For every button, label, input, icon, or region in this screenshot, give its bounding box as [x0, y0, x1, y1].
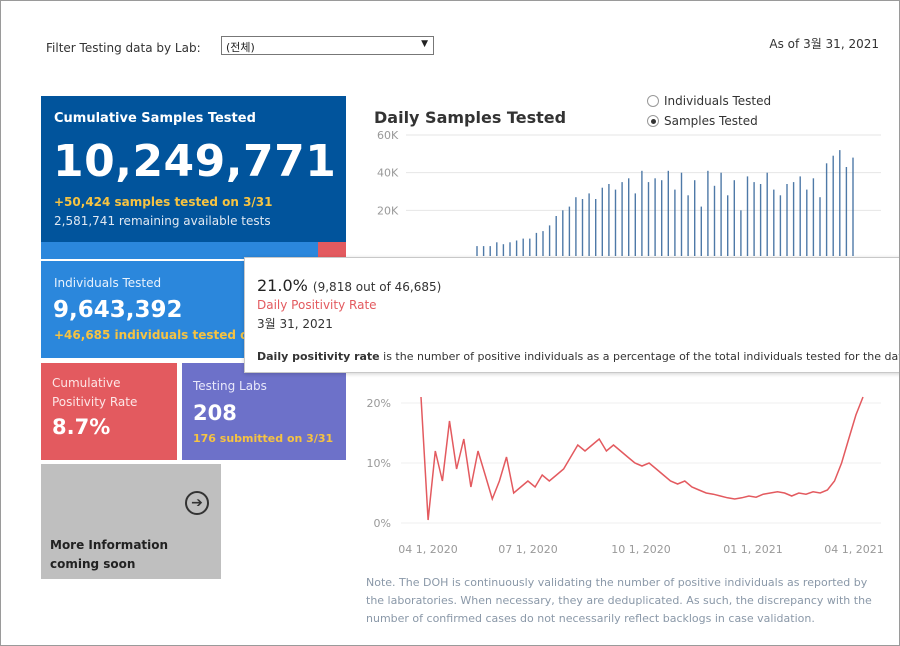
more-information-card[interactable]: ➔ More Information coming soon — [41, 464, 221, 579]
radio-individuals-tested[interactable]: Individuals Tested — [647, 94, 771, 108]
bar-y-tick-label: 20K — [377, 204, 399, 217]
chevron-down-icon: ▼ — [421, 39, 428, 49]
line-x-tick-label: 01 1, 2021 — [723, 543, 782, 556]
cumulative-samples-card: Cumulative Samples Tested 10,249,771 +50… — [41, 96, 346, 246]
cumulative-samples-value: 10,249,771 — [53, 136, 337, 187]
line-y-tick-label: 0% — [374, 517, 391, 530]
tooltip-label: Daily Positivity Rate — [257, 298, 377, 312]
lab-filter-dropdown[interactable]: (전체) ▼ — [221, 36, 434, 55]
filter-label: Filter Testing data by Lab: — [46, 41, 201, 55]
radio-label-individuals: Individuals Tested — [664, 94, 772, 108]
line-x-tick-label: 04 1, 2021 — [824, 543, 883, 556]
radio-samples-tested[interactable]: Samples Tested — [647, 114, 758, 128]
as-of-date: As of 3월 31, 2021 — [769, 37, 879, 51]
positivity-rate-card: Cumulative Positivity Rate 8.7% — [41, 363, 177, 460]
lab-filter-value: (전체) — [226, 41, 255, 54]
red-strip — [318, 242, 346, 259]
tooltip-rate: 21.0% — [257, 276, 308, 295]
line-x-tick-label: 04 1, 2020 — [398, 543, 457, 556]
chart-title: Daily Samples Tested — [374, 108, 567, 127]
individuals-tested-value: 9,643,392 — [53, 297, 183, 323]
line-x-tick-label: 10 1, 2020 — [611, 543, 670, 556]
tooltip-description: Daily positivity rate is the number of p… — [257, 350, 900, 363]
line-y-tick-label: 20% — [367, 397, 391, 410]
blue-strip — [41, 242, 318, 259]
testing-labs-card: Testing Labs 208 176 submitted on 3/31 — [182, 363, 346, 460]
tooltip-desc-bold: Daily positivity rate — [257, 350, 380, 363]
testing-labs-title: Testing Labs — [193, 379, 267, 393]
testing-labs-value: 208 — [193, 401, 237, 425]
samples-tested-today: +50,424 samples tested on 3/31 — [54, 195, 273, 209]
positivity-rate-value: 8.7% — [52, 415, 111, 439]
tooltip-desc-rest: is the number of positive individuals as… — [379, 350, 900, 363]
cumulative-samples-title: Cumulative Samples Tested — [54, 111, 256, 126]
line-y-tick-label: 10% — [367, 457, 391, 470]
note-text: Note. The DOH is continuously validating… — [366, 576, 872, 625]
tooltip-date: 3월 31, 2021 — [257, 317, 333, 331]
labs-submitted: 176 submitted on 3/31 — [193, 432, 334, 445]
remaining-tests: 2,581,741 remaining available tests — [54, 214, 271, 228]
radio-label-samples: Samples Tested — [664, 114, 758, 128]
positivity-tooltip: 21.0% (9,818 out of 46,685) Daily Positi… — [244, 257, 900, 373]
tooltip-detail: (9,818 out of 46,685) — [312, 280, 442, 294]
line-x-tick-label: 07 1, 2020 — [498, 543, 557, 556]
individuals-tested-today: +46,685 individuals tested on 3/31 — [54, 328, 291, 342]
tooltip-rate-line: 21.0% (9,818 out of 46,685) — [257, 276, 441, 295]
positivity-series-line — [420, 396, 864, 521]
arrow-right-circle-icon[interactable]: ➔ — [185, 491, 209, 515]
more-information-text: More Information coming soon — [50, 538, 169, 571]
bar-y-tick-label: 40K — [377, 167, 399, 180]
radio-unselected-icon[interactable] — [647, 95, 659, 107]
radio-selected-icon[interactable] — [647, 115, 659, 127]
bar-y-tick-label: 60K — [377, 129, 399, 142]
positivity-rate-title: Cumulative Positivity Rate — [52, 376, 138, 409]
individuals-tested-title: Individuals Tested — [54, 276, 162, 290]
